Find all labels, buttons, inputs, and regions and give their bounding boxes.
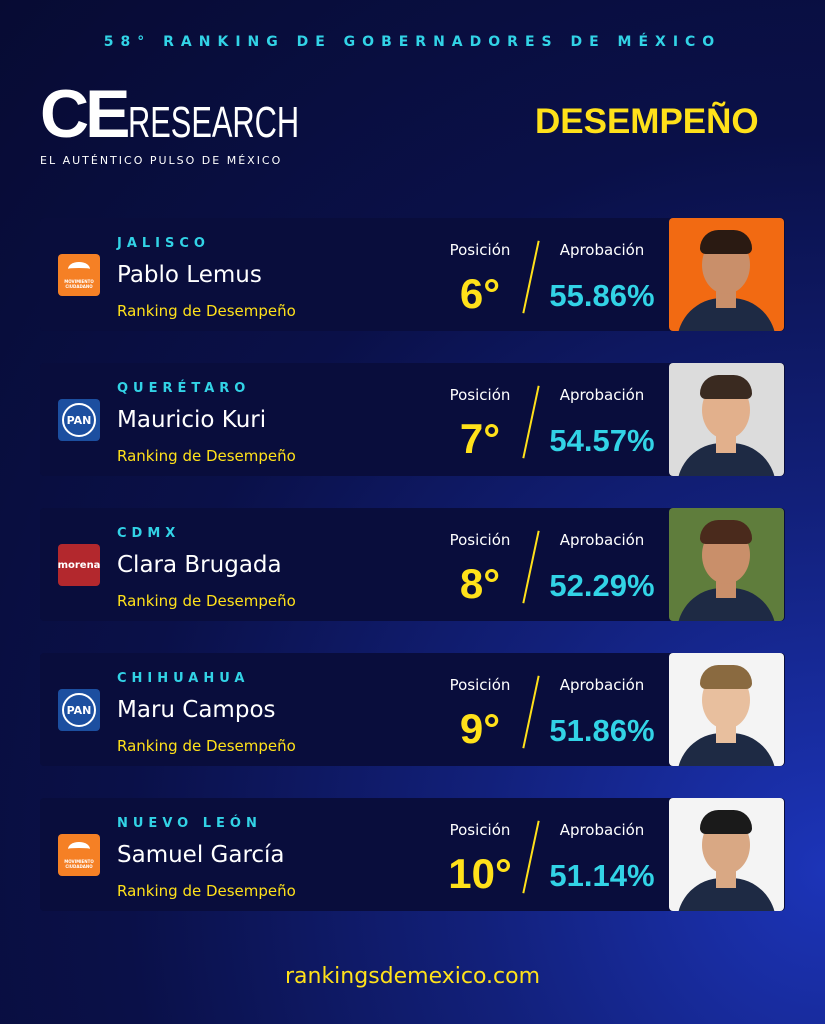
portrait-hair xyxy=(700,230,752,254)
portrait-hair xyxy=(700,520,752,544)
party-logo-text: MOVIMIENTO CIUDADANO xyxy=(64,278,94,289)
position-label: Posición xyxy=(449,676,511,694)
approval-value: 51.14% xyxy=(549,858,655,893)
party-logo-text: morena xyxy=(57,559,101,571)
ranking-subtitle: Ranking de Desempeño xyxy=(117,737,296,755)
party-logo-bird xyxy=(68,841,90,856)
portrait xyxy=(669,508,784,621)
party-logo: PAN xyxy=(58,399,100,441)
footer-url[interactable]: rankingsdemexico.com xyxy=(284,964,541,989)
state-name: QUERÉTARO xyxy=(117,381,251,396)
governor-name: Clara Brugada xyxy=(117,552,282,578)
logo: CERESEARCH xyxy=(40,80,373,148)
approval-label: Aprobación xyxy=(559,821,645,839)
governor-name: Mauricio Kuri xyxy=(117,407,267,433)
governor-name: Maru Campos xyxy=(117,697,276,723)
party-logo: PAN xyxy=(58,689,100,731)
governor-card: MOVIMIENTO CIUDADANO JALISCO Pablo Lemus Ra… xyxy=(40,218,785,331)
position-value: 9° xyxy=(459,705,501,752)
portrait xyxy=(669,363,784,476)
state-name: CDMX xyxy=(117,526,181,541)
party-logo-ring: PAN xyxy=(62,693,96,727)
ranking-subtitle: Ranking de Desempeño xyxy=(117,592,296,610)
governor-card: MOVIMIENTO CIUDADANO NUEVO LEÓN Samuel Gar… xyxy=(40,798,785,911)
approval-label: Aprobación xyxy=(559,386,645,404)
logo-word: RESEARCH xyxy=(128,98,300,147)
portrait-hair xyxy=(700,665,752,689)
approval-value: 55.86% xyxy=(549,278,655,313)
top-title: 58° RANKING DE GOBERNADORES DE MÉXICO xyxy=(103,34,722,50)
state-name: CHIHUAHUA xyxy=(117,671,250,686)
ranking-subtitle: Ranking de Desempeño xyxy=(117,447,296,465)
approval-value: 51.86% xyxy=(549,713,655,748)
position-value: 7° xyxy=(459,415,501,462)
approval-value: 52.29% xyxy=(549,568,655,603)
governor-name: Samuel García xyxy=(117,842,285,868)
approval-value: 54.57% xyxy=(549,423,655,458)
portrait xyxy=(669,218,784,331)
position-value: 8° xyxy=(459,560,501,607)
position-value: 6° xyxy=(459,270,501,317)
position-label: Posición xyxy=(449,531,511,549)
party-logo: MOVIMIENTO CIUDADANO xyxy=(58,834,100,876)
portrait xyxy=(669,653,784,766)
portrait-hair xyxy=(700,810,752,834)
state-name: JALISCO xyxy=(117,236,210,251)
approval-label: Aprobación xyxy=(559,531,645,549)
ranking-subtitle: Ranking de Desempeño xyxy=(117,882,296,900)
portrait-hair xyxy=(700,375,752,399)
governor-name: Pablo Lemus xyxy=(117,262,262,288)
governor-card: PAN CHIHUAHUA Maru Campos Ranking de Desemp… xyxy=(40,653,785,766)
portrait xyxy=(669,798,784,911)
party-logo-text: MOVIMIENTO CIUDADANO xyxy=(64,858,94,869)
section-title: DESEMPEÑO xyxy=(535,102,759,141)
position-label: Posición xyxy=(449,386,511,404)
approval-label: Aprobación xyxy=(559,676,645,694)
position-label: Posición xyxy=(449,241,511,259)
logo-mark: CE xyxy=(40,76,130,152)
party-logo: MOVIMIENTO CIUDADANO xyxy=(58,254,100,296)
state-name: NUEVO LEÓN xyxy=(117,816,262,831)
tagline: EL AUTÉNTICO PULSO DE MÉXICO xyxy=(40,154,283,167)
governor-card: PAN QUERÉTARO Mauricio Kuri Ranking de Dese… xyxy=(40,363,785,476)
governor-card: morena CDMX Clara Brugada Ranking de Desemp… xyxy=(40,508,785,621)
ranking-subtitle: Ranking de Desempeño xyxy=(117,302,296,320)
position-value: 10° xyxy=(448,850,512,897)
position-label: Posición xyxy=(449,821,511,839)
party-logo-ring: PAN xyxy=(62,403,96,437)
party-logo: morena xyxy=(58,544,100,586)
approval-label: Aprobación xyxy=(559,241,645,259)
party-logo-bird xyxy=(68,261,90,276)
